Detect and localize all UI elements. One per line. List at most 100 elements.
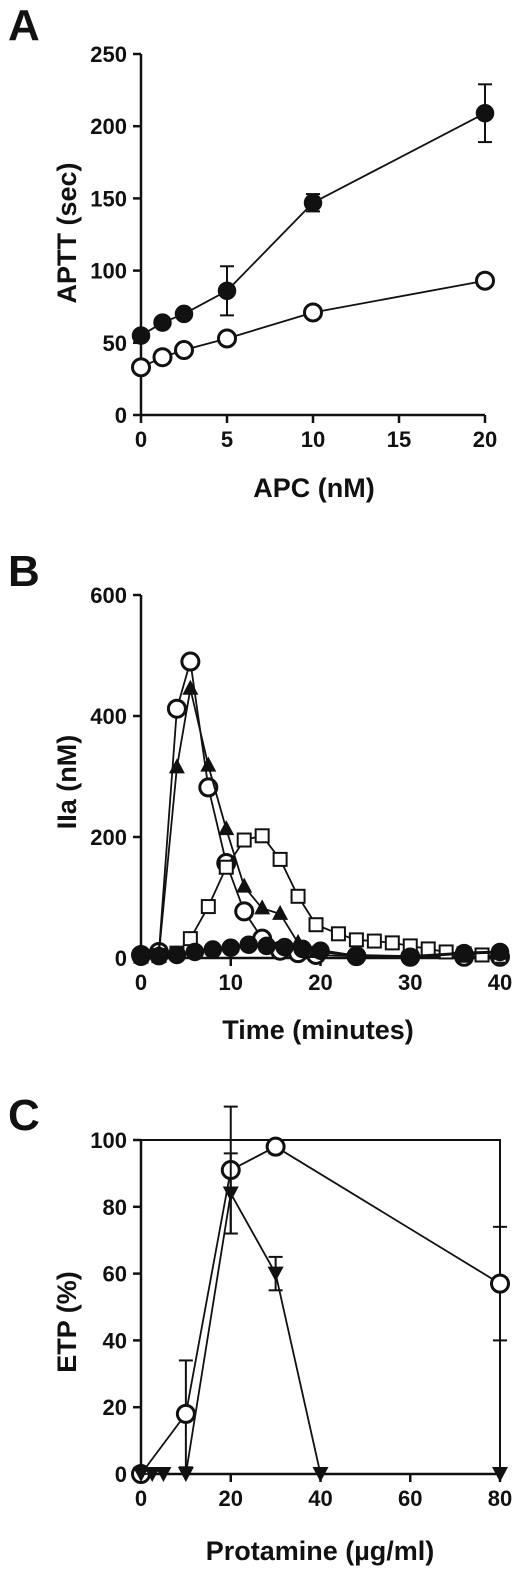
series-filled-circle (131, 83, 495, 345)
data-point (200, 756, 217, 772)
data-point (234, 901, 255, 922)
series-line (140, 112, 486, 337)
y-tick-label: 150 (90, 186, 127, 211)
data-point (312, 1467, 329, 1482)
data-point (311, 941, 330, 960)
x-tick-label: 60 (398, 1486, 422, 1511)
panel-letter-c: C (8, 1091, 40, 1140)
series-filled-triangle-down (133, 1152, 508, 1482)
data-point (308, 917, 324, 933)
data-point (254, 899, 271, 915)
x-tick-label: 80 (488, 1486, 512, 1511)
y-tick-label: 100 (90, 1128, 127, 1153)
data-point (155, 1467, 172, 1482)
data-point (200, 899, 216, 915)
data-point (167, 945, 187, 965)
series-line (140, 1145, 501, 1475)
data-point (236, 877, 253, 893)
data-point (275, 937, 294, 957)
y-tick-label: 200 (90, 114, 127, 139)
series-open-circle (131, 1105, 510, 1484)
y-tick-label: 50 (103, 331, 127, 356)
data-point (177, 1467, 194, 1482)
x-tick-label: 40 (308, 1486, 332, 1511)
y-tick-label: 250 (90, 42, 127, 67)
y-tick-label: 600 (90, 583, 127, 608)
data-point (366, 933, 382, 949)
x-tick-label: 0 (135, 1486, 147, 1511)
series-open-circle (131, 270, 495, 378)
data-point (222, 1186, 239, 1202)
y-tick-label: 0 (115, 403, 127, 428)
data-point (168, 758, 185, 774)
data-point (293, 939, 312, 959)
y-tick-label: 20 (103, 1395, 127, 1420)
data-point (221, 938, 240, 957)
data-point (401, 947, 420, 967)
x-tick-label: 10 (219, 970, 243, 995)
data-point (267, 1266, 284, 1282)
y-axis-title: APTT (sec) (52, 162, 82, 303)
data-point (217, 281, 237, 301)
data-point (131, 947, 151, 967)
data-point (254, 828, 270, 844)
data-point (257, 936, 276, 956)
data-point (153, 313, 172, 332)
x-tick-label: 40 (488, 970, 512, 995)
data-point (239, 935, 258, 954)
data-point (490, 1273, 510, 1294)
data-point (131, 326, 151, 345)
y-tick-label: 100 (90, 259, 127, 284)
data-point (182, 679, 199, 695)
data-point (166, 698, 187, 719)
data-point (217, 328, 237, 349)
data-point (133, 1467, 149, 1482)
data-point (174, 304, 194, 324)
series-line (141, 1190, 500, 1475)
data-point (265, 1136, 286, 1157)
y-tick-label: 0 (115, 946, 127, 971)
y-axis-title: ETP (%) (52, 1271, 82, 1373)
data-point (218, 820, 235, 836)
x-tick-label: 15 (387, 427, 411, 452)
data-point (149, 946, 169, 966)
series-line (140, 688, 500, 958)
data-point (185, 942, 205, 962)
data-point (420, 941, 436, 957)
x-axis-title: APC (nM) (253, 473, 374, 503)
data-point (236, 832, 252, 848)
x-tick-label: 10 (301, 427, 325, 452)
data-point (144, 1467, 161, 1482)
data-point (475, 103, 495, 123)
data-point (152, 347, 173, 368)
data-point (490, 942, 510, 962)
data-point (174, 340, 194, 361)
data-point (272, 904, 289, 920)
data-point (348, 932, 364, 948)
x-tick-label: 20 (473, 427, 497, 452)
data-point (438, 944, 454, 960)
panel-letter-a: A (8, 1, 40, 50)
data-point (303, 302, 323, 323)
data-point (272, 851, 288, 867)
plot-frame (140, 1139, 501, 1475)
data-point (131, 357, 151, 378)
x-tick-label: 30 (398, 970, 422, 995)
data-point (175, 1403, 196, 1424)
y-tick-label: 60 (103, 1262, 127, 1287)
data-point (454, 943, 474, 963)
panel-letter-b: B (8, 547, 40, 596)
panel-c: C 0 20 40 60 80 0 20 40 60 80 100 Protamine (µg/ml… (8, 1091, 512, 1566)
y-tick-label: 0 (115, 1462, 127, 1487)
x-tick-label: 20 (219, 1486, 243, 1511)
data-point (218, 859, 234, 875)
data-point (290, 888, 306, 904)
y-axis-title: IIa (nM) (52, 735, 82, 830)
x-tick-label: 5 (221, 427, 233, 452)
data-point (492, 1467, 508, 1482)
series-filled-circle (131, 935, 510, 967)
data-point (384, 935, 400, 951)
x-axis-title: Protamine (µg/ml) (206, 1536, 435, 1566)
